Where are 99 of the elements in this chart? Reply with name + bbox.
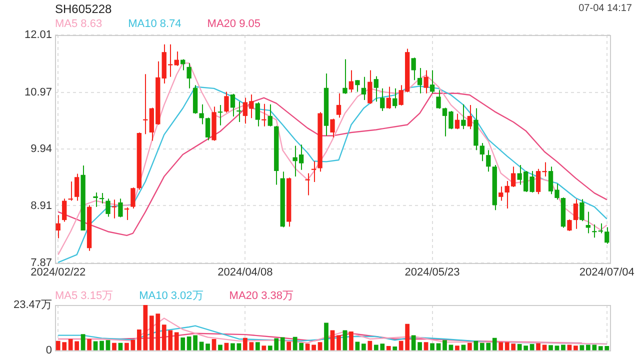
- bar: [255, 342, 260, 350]
- candlestick: [573, 198, 578, 230]
- bar: [561, 344, 566, 350]
- candlestick: [348, 70, 354, 93]
- text: 07-04 14:17: [578, 3, 632, 14]
- bar: [536, 343, 540, 350]
- text: MA5 3.15万: [55, 289, 114, 303]
- candlestick: [480, 142, 484, 162]
- bar: [368, 340, 372, 350]
- bar: [80, 334, 86, 350]
- candlestick: [174, 51, 179, 66]
- candlestick: [118, 198, 123, 218]
- y-tick-label: 12.01: [24, 29, 52, 42]
- x-tick-label: 2024/05/23: [404, 266, 460, 279]
- bar: [180, 337, 186, 350]
- candlestick: [106, 198, 110, 218]
- candlestick: [224, 91, 229, 114]
- candlestick: [205, 117, 210, 141]
- bar: [392, 346, 398, 350]
- bar: [87, 338, 92, 350]
- y-tick-label: 9.94: [30, 143, 52, 156]
- candlestick: [268, 104, 272, 127]
- bar: [361, 344, 366, 350]
- text: MA5 8.63: [55, 18, 102, 30]
- candlestick: [130, 187, 136, 209]
- candlestick: [392, 88, 398, 109]
- candlestick: [342, 58, 348, 94]
- candlestick: [74, 173, 80, 202]
- bar: [230, 343, 235, 350]
- bar: [243, 338, 248, 350]
- bar: [174, 332, 179, 350]
- candlestick: [374, 76, 378, 102]
- candlestick: [411, 57, 416, 81]
- chart-title: SH605228: [55, 2, 112, 16]
- bar: [236, 343, 242, 350]
- candlestick: [461, 104, 466, 130]
- bar: [324, 322, 328, 350]
- bar: [548, 345, 553, 350]
- bar: [124, 342, 129, 350]
- candlestick: [580, 198, 584, 222]
- bar: [498, 342, 504, 350]
- bar: [386, 346, 391, 350]
- candlestick: [93, 192, 98, 208]
- y-tick-label: 10.97: [24, 86, 52, 98]
- bar: [280, 337, 285, 350]
- candlestick: [305, 172, 310, 196]
- bar: [349, 331, 354, 350]
- candlestick: [567, 218, 572, 232]
- bar: [112, 342, 116, 350]
- bar: [574, 346, 578, 350]
- bar: [455, 346, 460, 350]
- x-tick-label: 2024/04/08: [218, 266, 273, 279]
- candlestick: [386, 86, 391, 110]
- y-tick-label: 8.91: [30, 200, 52, 212]
- candlestick: [56, 214, 60, 239]
- candlestick: [255, 102, 260, 127]
- bar: [492, 338, 497, 350]
- bar: [336, 335, 341, 350]
- bar: [436, 343, 441, 350]
- y-tick-label: 0: [46, 344, 52, 356]
- x-tick-label: 2024/02/22: [30, 266, 86, 279]
- candlestick: [424, 70, 428, 94]
- bar: [206, 344, 210, 350]
- candlestick: [467, 104, 472, 130]
- candlestick: [368, 70, 372, 104]
- candlestick: [361, 76, 366, 100]
- candlestick: [498, 186, 504, 202]
- bar: [262, 346, 266, 350]
- text: MA10 3.02万: [139, 289, 204, 303]
- candlestick: [486, 150, 491, 172]
- candlestick: [62, 198, 67, 222]
- bar: [474, 340, 478, 350]
- x-tick-label: 2024/07/04: [579, 266, 634, 279]
- candlestick: [330, 118, 335, 138]
- bar: [442, 340, 447, 350]
- candlestick: [436, 90, 441, 110]
- candlestick: [186, 62, 192, 89]
- bar: [468, 342, 472, 350]
- bar: [100, 340, 104, 350]
- candlestick: [336, 92, 342, 118]
- candlestick: [417, 68, 422, 94]
- candlestick: [380, 88, 385, 112]
- candlestick: [230, 93, 236, 118]
- candlestick: [199, 104, 204, 125]
- candlestick: [355, 80, 360, 92]
- bar: [312, 344, 316, 350]
- bar: [286, 342, 292, 350]
- bar: [218, 344, 222, 350]
- y-tick-label: 23.47万: [13, 299, 52, 312]
- text: MA20 9.05: [207, 18, 260, 30]
- text: MA10 8.74: [128, 18, 182, 30]
- candlestick: [430, 70, 435, 94]
- candlestick: [586, 211, 591, 234]
- y-tick-label: 7.87: [30, 257, 52, 270]
- candlestick: [604, 226, 610, 244]
- text: MA20 3.38万: [229, 289, 294, 303]
- bar: [430, 343, 434, 350]
- candlestick: [454, 113, 460, 130]
- candlestick: [236, 101, 242, 123]
